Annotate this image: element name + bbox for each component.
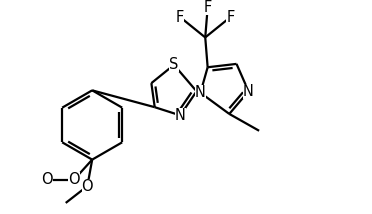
Text: F: F bbox=[226, 10, 234, 25]
Text: O: O bbox=[81, 179, 93, 194]
Text: O: O bbox=[42, 172, 53, 187]
Text: F: F bbox=[203, 0, 212, 15]
Text: N: N bbox=[243, 84, 254, 99]
Text: N: N bbox=[195, 85, 206, 100]
Text: S: S bbox=[169, 57, 179, 72]
Text: O: O bbox=[68, 172, 80, 187]
Text: F: F bbox=[176, 10, 185, 25]
Text: N: N bbox=[175, 108, 186, 123]
